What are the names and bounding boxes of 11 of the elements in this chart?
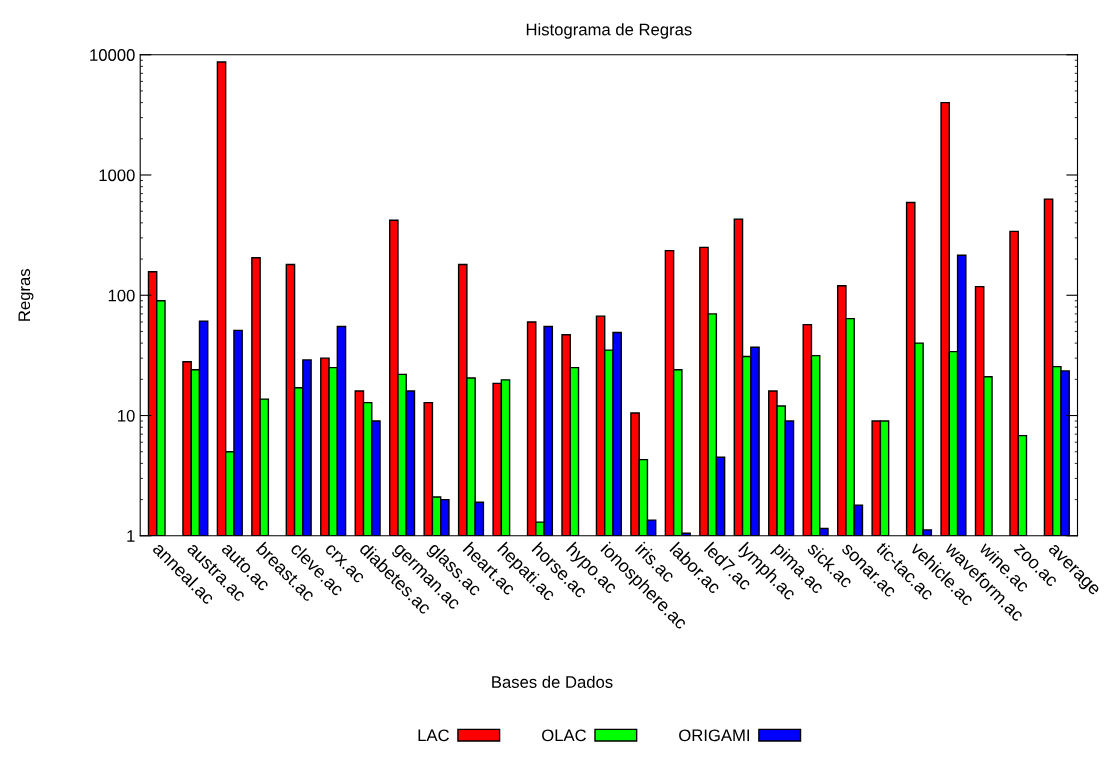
x-axis-title: Bases de Dados	[492, 675, 613, 688]
y-axis-title: Regras	[18, 269, 34, 321]
y-tick-label: 10	[118, 409, 135, 422]
y-tick-label: 1	[127, 530, 135, 542]
y-tick-label: 10000	[90, 49, 135, 61]
legend-label: ORIGAMI	[679, 729, 749, 742]
y-tick-label: 100	[108, 289, 135, 302]
legend-label: LAC	[418, 729, 449, 742]
chart-title: Histograma de Regras	[526, 23, 692, 39]
legend-label: OLAC	[542, 729, 587, 742]
y-tick-label: 1000	[99, 169, 135, 182]
